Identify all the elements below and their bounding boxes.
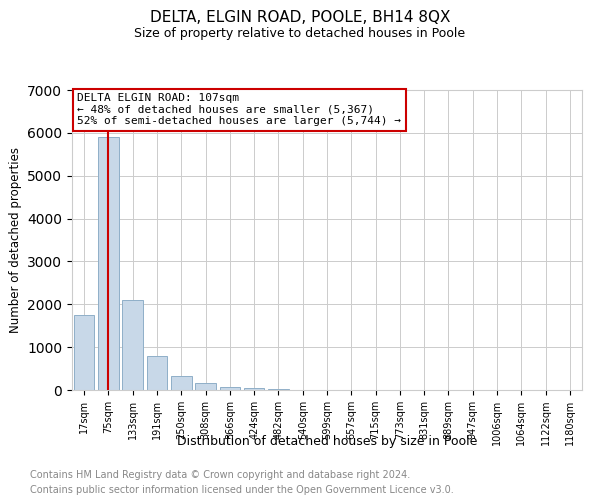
Text: Size of property relative to detached houses in Poole: Size of property relative to detached ho…	[134, 28, 466, 40]
Text: DELTA ELGIN ROAD: 107sqm
← 48% of detached houses are smaller (5,367)
52% of sem: DELTA ELGIN ROAD: 107sqm ← 48% of detach…	[77, 93, 401, 126]
Bar	[146, 356, 167, 390]
Bar	[244, 388, 265, 390]
Text: DELTA, ELGIN ROAD, POOLE, BH14 8QX: DELTA, ELGIN ROAD, POOLE, BH14 8QX	[150, 10, 450, 25]
Bar	[268, 389, 289, 390]
Bar	[220, 386, 240, 390]
Text: Contains public sector information licensed under the Open Government Licence v3: Contains public sector information licen…	[30, 485, 454, 495]
Y-axis label: Number of detached properties: Number of detached properties	[8, 147, 22, 333]
Bar	[171, 376, 191, 390]
Text: Distribution of detached houses by size in Poole: Distribution of detached houses by size …	[177, 435, 477, 448]
Text: Contains HM Land Registry data © Crown copyright and database right 2024.: Contains HM Land Registry data © Crown c…	[30, 470, 410, 480]
Bar	[98, 137, 119, 390]
Bar	[122, 300, 143, 390]
Bar	[74, 315, 94, 390]
Bar	[195, 383, 216, 390]
